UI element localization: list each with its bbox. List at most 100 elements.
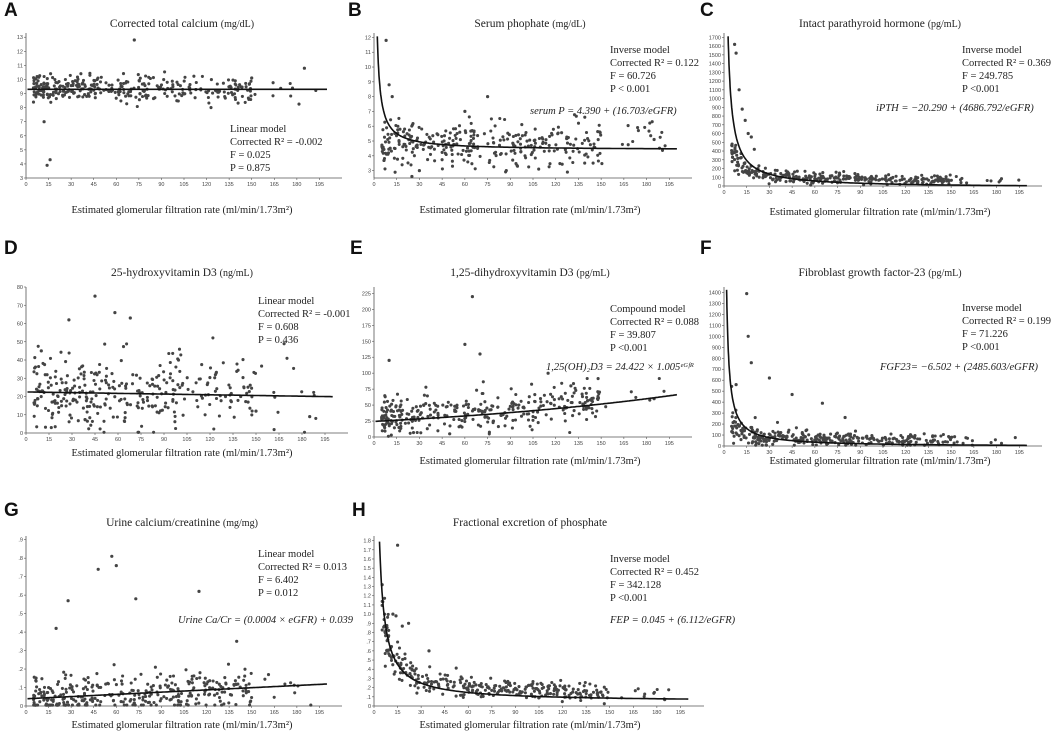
data-point xyxy=(186,703,190,707)
data-point xyxy=(815,437,819,441)
x-tick-label: 120 xyxy=(558,710,567,716)
data-point xyxy=(249,97,253,102)
data-point xyxy=(526,683,531,687)
data-point xyxy=(121,692,125,696)
data-point xyxy=(213,376,217,380)
data-point xyxy=(530,684,534,688)
data-point xyxy=(756,435,760,439)
data-point xyxy=(155,395,159,399)
data-point xyxy=(906,437,910,441)
data-point xyxy=(98,703,102,707)
y-tick-label: 9 xyxy=(368,80,371,86)
data-point xyxy=(500,689,504,693)
data-point xyxy=(219,399,223,403)
data-point xyxy=(497,689,501,693)
data-point xyxy=(46,697,50,701)
data-point xyxy=(584,391,588,395)
data-point xyxy=(734,51,738,55)
data-point xyxy=(54,381,59,386)
data-point xyxy=(581,403,586,407)
data-point xyxy=(591,396,595,400)
data-point xyxy=(465,687,469,691)
data-point xyxy=(533,399,537,403)
data-point xyxy=(536,410,540,414)
y-tick-label: 1400 xyxy=(709,290,721,296)
data-point xyxy=(246,88,250,92)
data-point xyxy=(194,702,198,706)
data-point xyxy=(511,404,515,408)
x-axis-label: Estimated glomerular filtration rate (ml… xyxy=(769,456,991,467)
data-point xyxy=(242,386,246,390)
data-point xyxy=(578,695,582,700)
data-point xyxy=(490,404,494,408)
data-point xyxy=(473,407,477,412)
data-point xyxy=(410,419,414,423)
data-point xyxy=(810,440,814,444)
data-point xyxy=(36,703,40,707)
data-point xyxy=(122,87,126,92)
data-point xyxy=(312,393,316,397)
data-point xyxy=(930,175,934,179)
title-unit: (mg/mg) xyxy=(222,518,258,529)
data-point xyxy=(385,648,389,652)
data-point xyxy=(218,699,222,703)
x-tick-label: 90 xyxy=(512,710,518,716)
data-point xyxy=(849,435,853,439)
data-point xyxy=(533,138,537,142)
data-point xyxy=(911,180,915,184)
data-point xyxy=(134,373,139,377)
data-point xyxy=(113,311,117,315)
chart-title: Fibroblast growth factor-23 (pg/mL) xyxy=(720,267,1040,279)
data-point xyxy=(451,685,455,689)
y-tick-label: .4 xyxy=(366,667,371,673)
data-point xyxy=(778,434,782,438)
data-point xyxy=(491,693,495,698)
data-point xyxy=(797,177,801,181)
data-point xyxy=(730,160,734,164)
data-point xyxy=(36,90,40,94)
data-point xyxy=(247,82,252,86)
data-point xyxy=(45,697,49,701)
data-point xyxy=(35,84,39,89)
data-point xyxy=(832,176,836,180)
data-point xyxy=(827,436,831,440)
y-tick-label: 13 xyxy=(17,35,23,41)
x-tick-label: 30 xyxy=(418,710,424,716)
data-point xyxy=(571,160,575,165)
data-point xyxy=(864,177,868,181)
data-point xyxy=(200,363,204,367)
data-point xyxy=(42,74,46,79)
data-point xyxy=(171,398,175,402)
data-point xyxy=(748,172,752,176)
data-point xyxy=(439,677,443,681)
data-point xyxy=(537,406,541,410)
data-point xyxy=(745,169,749,173)
data-point xyxy=(129,87,133,91)
data-point xyxy=(221,81,225,85)
data-point xyxy=(947,434,951,439)
data-point xyxy=(38,700,42,704)
data-point xyxy=(577,150,581,154)
data-point xyxy=(540,694,544,698)
data-point xyxy=(248,703,252,707)
data-point xyxy=(168,674,172,678)
data-point xyxy=(591,411,595,415)
data-point xyxy=(127,94,131,98)
data-point xyxy=(807,174,811,178)
data-point xyxy=(89,90,93,94)
data-point xyxy=(890,442,894,446)
data-point xyxy=(95,405,99,409)
data-point xyxy=(836,436,840,440)
data-point xyxy=(68,413,72,417)
model-name: Inverse model xyxy=(962,303,1022,314)
y-tick-label: 3 xyxy=(368,169,371,175)
data-point xyxy=(124,386,128,390)
data-point xyxy=(208,366,213,370)
data-point xyxy=(650,120,654,124)
data-point xyxy=(148,76,152,81)
data-point xyxy=(443,673,447,677)
data-point xyxy=(139,672,143,676)
data-point xyxy=(932,438,937,442)
data-point xyxy=(545,689,549,693)
data-point xyxy=(204,90,208,94)
